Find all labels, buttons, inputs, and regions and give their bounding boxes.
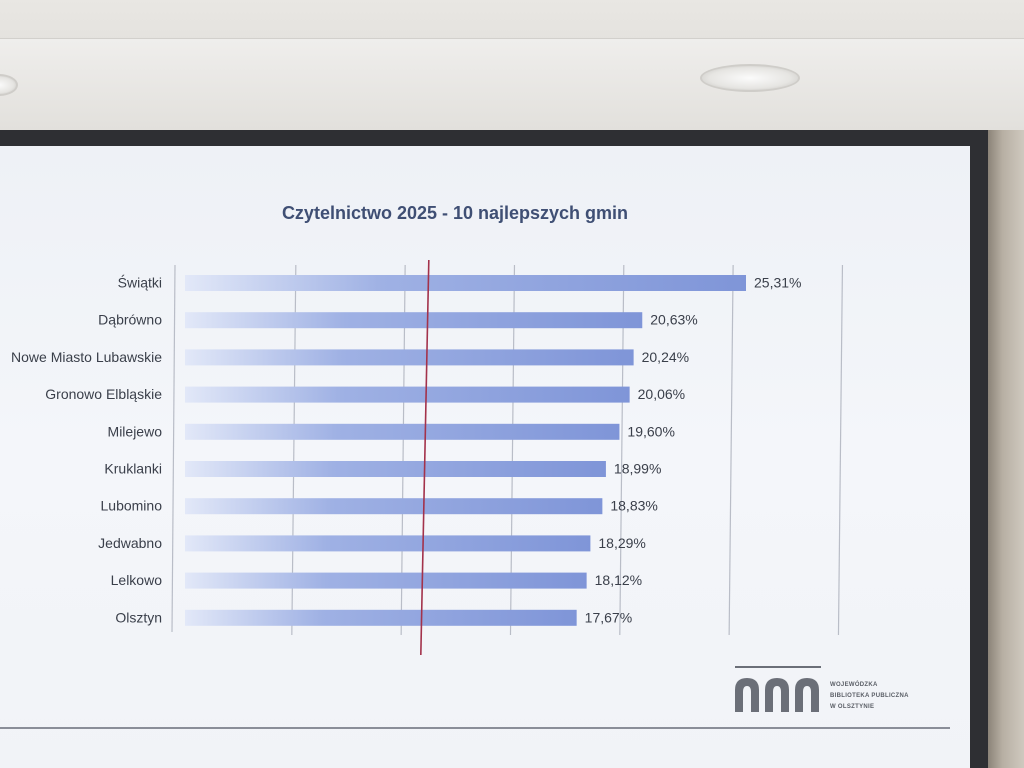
value-label: 19,60%	[627, 423, 674, 439]
bar	[185, 461, 606, 477]
category-label: Lelkowo	[111, 572, 163, 588]
gridline	[837, 264, 844, 636]
value-label: 18,99%	[614, 461, 661, 477]
bar-chart: Świątki 25,31% Dąbrówno 20,63% Nowe Miasto L…	[11, 259, 844, 656]
bar	[185, 572, 587, 589]
logo-text-line: BIBLIOTEKA PUBLICZNA	[830, 693, 909, 699]
value-label: 20,63%	[650, 312, 697, 328]
bar	[185, 386, 630, 403]
category-label: Olsztyn	[115, 609, 162, 625]
bar	[185, 312, 643, 329]
value-label: 18,83%	[610, 498, 657, 514]
bar	[185, 498, 603, 515]
bar	[185, 609, 577, 626]
value-label: 20,24%	[642, 349, 689, 365]
category-label: Nowe Miasto Lubawskie	[11, 349, 162, 365]
value-label: 20,06%	[638, 386, 685, 402]
value-label: 18,12%	[595, 572, 642, 588]
library-arches-icon	[735, 678, 819, 712]
ceiling-light	[700, 64, 800, 92]
reference-line	[420, 259, 430, 656]
projection-screen	[0, 146, 970, 768]
category-label: Jedwabno	[98, 535, 162, 551]
logo-text-line: W OLSZTYNIE	[830, 704, 875, 710]
gridline	[728, 264, 734, 636]
category-label: Świątki	[118, 274, 162, 291]
bar	[185, 275, 746, 291]
category-label: Dąbrówno	[98, 312, 162, 328]
bar	[185, 535, 591, 552]
footer-rule	[0, 727, 950, 729]
ceiling-panel	[0, 38, 1024, 131]
logo-text: WOJEWÓDZKA BIBLIOTEKA PUBLICZNA W OLSZTY…	[830, 680, 940, 713]
value-label: 18,29%	[598, 535, 645, 551]
category-label: Gronowo Elbląskie	[45, 386, 162, 402]
category-label: Milejewo	[108, 423, 163, 439]
category-label: Kruklanki	[104, 461, 162, 477]
value-label: 17,67%	[585, 609, 632, 625]
category-label: Lubomino	[101, 498, 163, 514]
chart-title: Czytelnictwo 2025 - 10 najlepszych gmin	[281, 203, 629, 223]
value-label: 25,31%	[754, 275, 801, 291]
gridline	[171, 264, 176, 633]
logo-text-line: WOJEWÓDZKA	[830, 682, 878, 688]
wall-right	[988, 130, 1024, 768]
bar	[185, 423, 620, 440]
bar	[185, 349, 634, 366]
logo-rule	[735, 666, 821, 668]
